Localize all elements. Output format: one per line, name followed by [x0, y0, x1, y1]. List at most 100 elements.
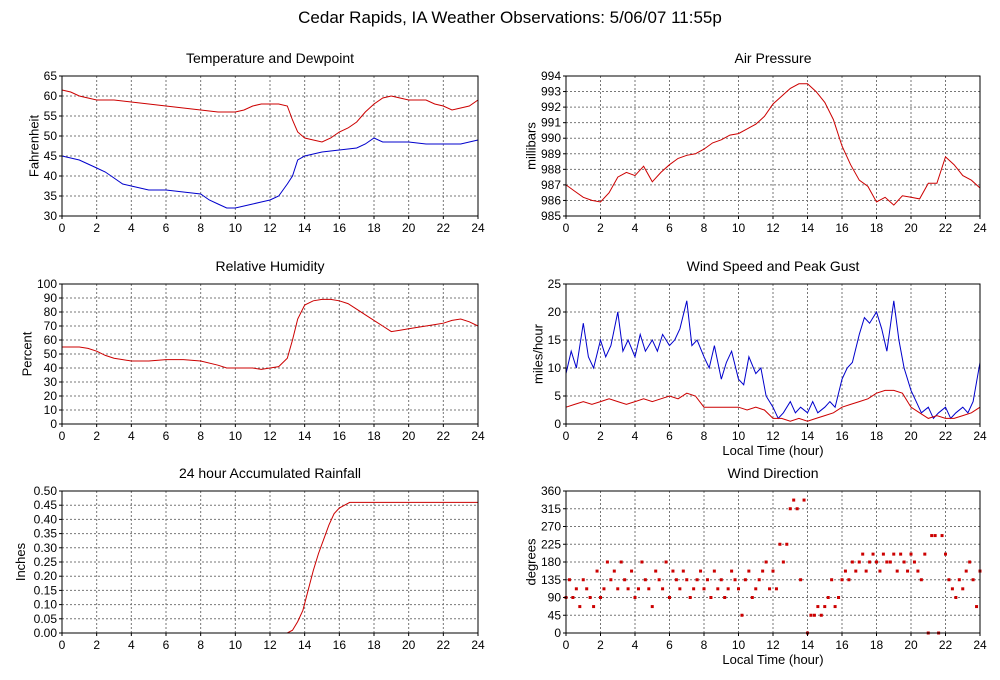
direction-point [857, 560, 861, 564]
y-tick-label: 986 [541, 193, 561, 207]
y-axis-label: Fahrenheit [26, 115, 41, 178]
x-tick-label: 2 [93, 221, 100, 235]
chart-title: Relative Humidity [216, 258, 325, 274]
x-tick-label: 22 [437, 429, 451, 443]
direction-point [626, 587, 630, 591]
y-tick-label: 0.10 [34, 598, 58, 612]
direction-point [764, 560, 768, 564]
x-tick-label: 6 [666, 638, 673, 652]
x-tick-label: 18 [367, 429, 381, 443]
y-tick-label: 65 [44, 69, 58, 83]
x-tick-label: 18 [367, 221, 381, 235]
chart-title: Temperature and Dewpoint [186, 50, 354, 66]
direction-point [630, 569, 634, 573]
direction-point [778, 542, 782, 546]
x-tick-label: 22 [437, 221, 451, 235]
x-tick-label: 4 [128, 221, 135, 235]
y-tick-label: 990 [541, 131, 561, 145]
direction-point [709, 596, 713, 599]
series-line [61, 137, 479, 209]
direction-point [588, 596, 592, 599]
y-axis-label: Inches [13, 542, 28, 581]
direction-point [906, 569, 910, 573]
direction-point [819, 613, 823, 617]
x-tick-label: 22 [939, 429, 953, 443]
direction-point [678, 587, 682, 591]
y-tick-label: 10 [548, 361, 562, 375]
x-tick-label: 22 [939, 221, 953, 235]
direction-point [864, 569, 868, 573]
x-tick-label: 14 [298, 221, 312, 235]
direction-point [947, 578, 951, 582]
direction-point [771, 569, 775, 573]
x-tick-label: 12 [263, 429, 277, 443]
direction-point [843, 569, 847, 573]
direction-point [695, 578, 699, 582]
direction-point [647, 587, 651, 591]
x-tick-label: 4 [632, 638, 639, 652]
y-axis-label: millibars [524, 122, 539, 170]
x-tick-label: 24 [471, 638, 485, 652]
direction-point [716, 587, 720, 591]
direction-point [792, 498, 796, 502]
series-line [565, 300, 981, 420]
direction-point [761, 569, 765, 573]
direction-point [854, 569, 858, 573]
direction-point [574, 587, 578, 591]
direction-point [871, 552, 875, 556]
x-tick-label: 2 [597, 429, 604, 443]
direction-point [833, 605, 837, 609]
y-tick-label: 40 [44, 169, 58, 183]
direction-point [781, 560, 785, 564]
y-tick-label: 0.40 [34, 512, 58, 526]
series-line [565, 389, 981, 422]
direction-point [940, 534, 944, 538]
x-tick-label: 16 [333, 221, 347, 235]
y-tick-label: 993 [541, 85, 561, 99]
x-tick-label: 0 [59, 429, 66, 443]
direction-point [730, 569, 734, 573]
direction-point [733, 578, 737, 582]
x-tick-label: 20 [904, 221, 918, 235]
y-tick-label: 985 [541, 209, 561, 223]
direction-point [892, 552, 896, 556]
x-tick-label: 12 [263, 638, 277, 652]
x-tick-label: 24 [471, 221, 485, 235]
direction-point [868, 560, 872, 564]
direction-point [685, 578, 689, 582]
y-tick-label: 994 [541, 69, 561, 83]
x-tick-label: 12 [263, 221, 277, 235]
direction-point [599, 596, 602, 599]
direction-point [750, 596, 754, 599]
direction-point [705, 578, 709, 582]
direction-point [726, 587, 730, 591]
direction-point [674, 578, 678, 582]
x-tick-label: 18 [367, 638, 381, 652]
direction-point [699, 569, 703, 573]
y-tick-label: 55 [44, 109, 58, 123]
x-tick-label: 6 [666, 429, 673, 443]
x-tick-label: 16 [835, 221, 849, 235]
direction-point [664, 560, 668, 564]
x-tick-label: 0 [563, 221, 570, 235]
y-tick-label: 135 [541, 573, 561, 587]
x-tick-label: 8 [197, 638, 204, 652]
x-tick-label: 24 [973, 221, 987, 235]
direction-point [861, 552, 865, 556]
direction-point [902, 560, 906, 564]
y-tick-label: 80 [44, 305, 58, 319]
x-tick-label: 14 [801, 221, 815, 235]
y-tick-label: 20 [548, 305, 562, 319]
y-tick-label: 991 [541, 116, 561, 130]
series-line [62, 298, 479, 370]
x-tick-label: 2 [93, 638, 100, 652]
x-tick-label: 24 [471, 429, 485, 443]
series-line [62, 501, 478, 634]
direction-point [950, 587, 954, 591]
direction-point [957, 578, 961, 582]
direction-point [961, 587, 965, 591]
direction-point [788, 507, 792, 511]
y-axis-label: miles/hour [530, 323, 545, 384]
